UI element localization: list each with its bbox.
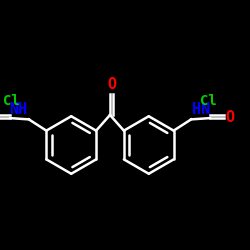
Text: Cl: Cl <box>200 94 217 108</box>
Text: Cl: Cl <box>3 94 20 108</box>
Text: NH: NH <box>9 102 28 118</box>
Text: HN: HN <box>192 102 211 118</box>
Text: O: O <box>226 110 235 125</box>
Text: O: O <box>107 77 116 92</box>
